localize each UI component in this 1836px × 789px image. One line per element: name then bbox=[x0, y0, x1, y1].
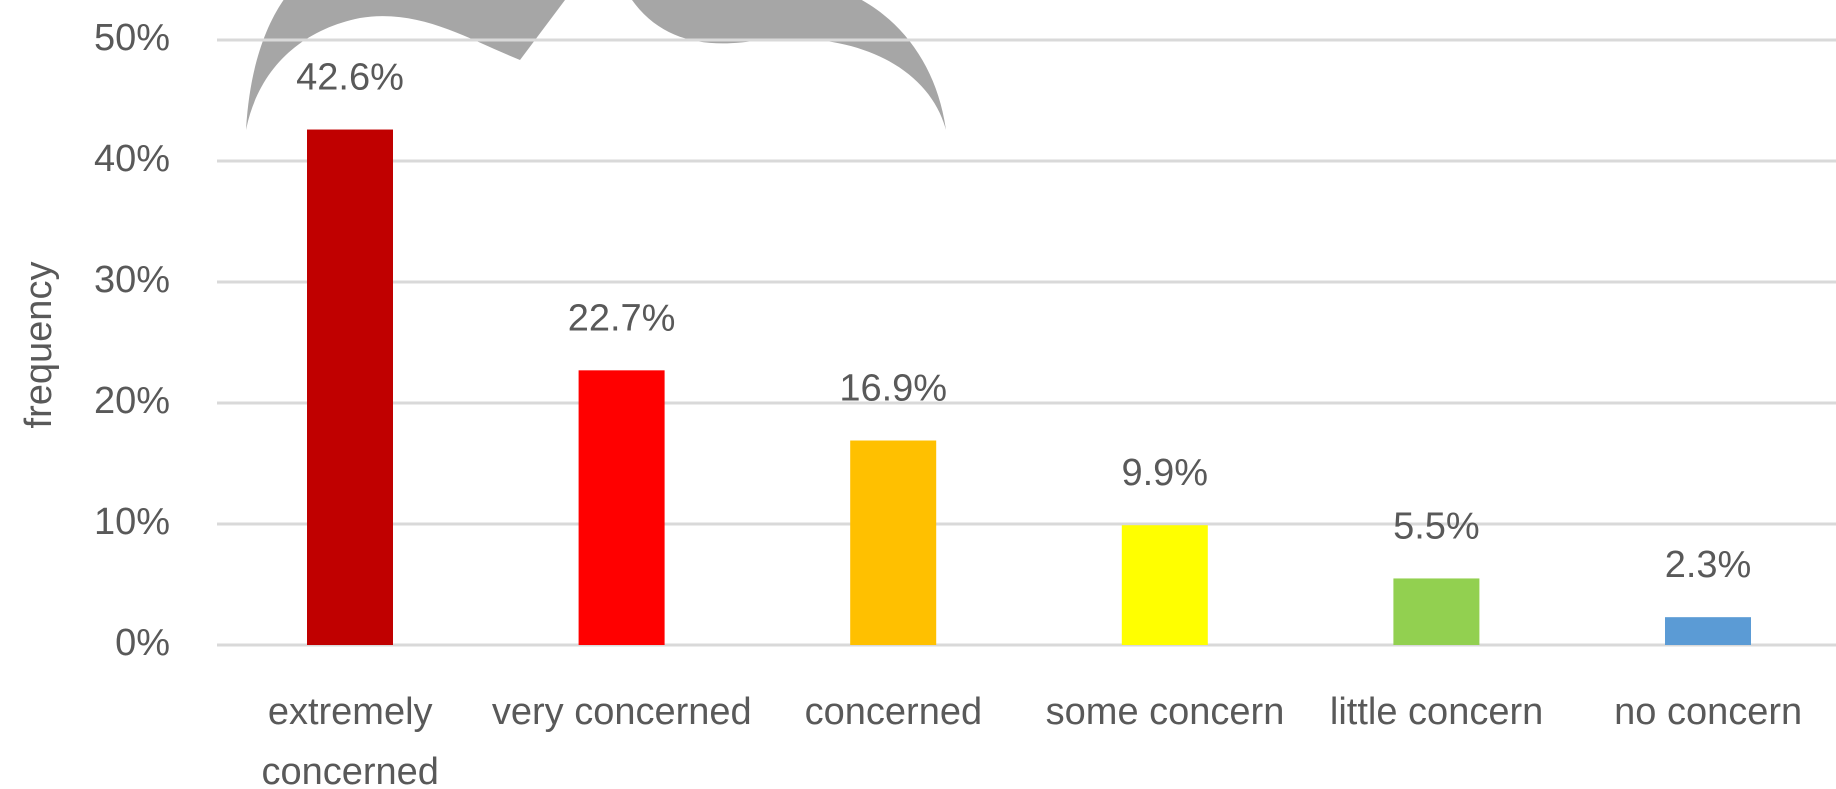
value-label: 16.9% bbox=[839, 368, 947, 410]
value-label: 22.7% bbox=[568, 297, 676, 339]
bar bbox=[307, 129, 393, 646]
y-tick-label: 10% bbox=[94, 501, 170, 543]
y-axis-label: frequency bbox=[18, 262, 60, 429]
value-label: 42.6% bbox=[296, 57, 404, 99]
y-tick-label: 40% bbox=[94, 138, 170, 180]
decoration-left bbox=[246, 0, 565, 130]
x-tick-label: extremely concerned bbox=[261, 691, 439, 789]
x-tick-label: little concern bbox=[1329, 691, 1544, 733]
y-tick-label: 50% bbox=[94, 17, 170, 59]
value-label: 9.9% bbox=[1121, 452, 1208, 494]
y-tick-label: 20% bbox=[94, 380, 170, 422]
bar bbox=[578, 370, 665, 645]
value-label: 2.3% bbox=[1665, 544, 1752, 586]
decoration-right bbox=[632, 0, 946, 130]
x-tick-label: very concerned bbox=[491, 691, 752, 733]
bar bbox=[1393, 578, 1480, 645]
x-tick-label: no concern bbox=[1614, 691, 1803, 733]
bar bbox=[850, 440, 937, 645]
x-tick-label: some concern bbox=[1045, 691, 1285, 733]
bar bbox=[1121, 525, 1208, 645]
x-tick-label: concerned bbox=[804, 691, 983, 733]
value-label: 5.5% bbox=[1393, 505, 1480, 547]
y-tick-label: 0% bbox=[115, 622, 170, 664]
bar bbox=[1665, 617, 1751, 645]
y-tick-label: 30% bbox=[94, 259, 170, 301]
